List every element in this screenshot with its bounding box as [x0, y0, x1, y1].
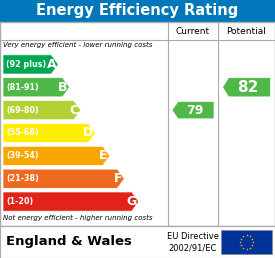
Text: C: C	[70, 104, 79, 117]
Polygon shape	[3, 192, 139, 211]
Text: Very energy efficient - lower running costs: Very energy efficient - lower running co…	[3, 42, 152, 48]
Text: 82: 82	[237, 80, 258, 95]
Bar	[0, 22, 275, 226]
Polygon shape	[3, 169, 124, 188]
Polygon shape	[3, 123, 95, 143]
Bar	[0, 0, 275, 22]
Text: (21-38): (21-38)	[6, 174, 39, 183]
Bar	[0, 226, 275, 258]
Text: Energy Efficiency Rating: Energy Efficiency Rating	[36, 4, 239, 19]
Text: 79: 79	[186, 104, 204, 117]
Text: England & Wales: England & Wales	[6, 236, 132, 248]
Text: (92 plus): (92 plus)	[6, 60, 46, 69]
Polygon shape	[172, 101, 214, 119]
Text: (1-20): (1-20)	[6, 197, 33, 206]
Polygon shape	[3, 78, 70, 97]
Text: F: F	[114, 172, 122, 185]
Text: B: B	[58, 81, 68, 94]
Polygon shape	[3, 101, 81, 120]
Text: E: E	[99, 149, 108, 162]
Text: A: A	[47, 58, 56, 71]
Text: (81-91): (81-91)	[6, 83, 39, 92]
Text: G: G	[126, 195, 137, 208]
Text: (55-68): (55-68)	[6, 128, 39, 138]
Text: (39-54): (39-54)	[6, 151, 38, 160]
Polygon shape	[3, 55, 58, 74]
Text: Potential: Potential	[227, 27, 266, 36]
Text: D: D	[83, 126, 93, 140]
Polygon shape	[222, 78, 270, 97]
Bar	[221, 230, 272, 254]
Text: EU Directive
2002/91/EC: EU Directive 2002/91/EC	[167, 232, 219, 252]
Polygon shape	[3, 146, 110, 165]
Text: Not energy efficient - higher running costs: Not energy efficient - higher running co…	[3, 215, 153, 221]
Text: Current: Current	[176, 27, 210, 36]
Text: (69-80): (69-80)	[6, 106, 39, 115]
